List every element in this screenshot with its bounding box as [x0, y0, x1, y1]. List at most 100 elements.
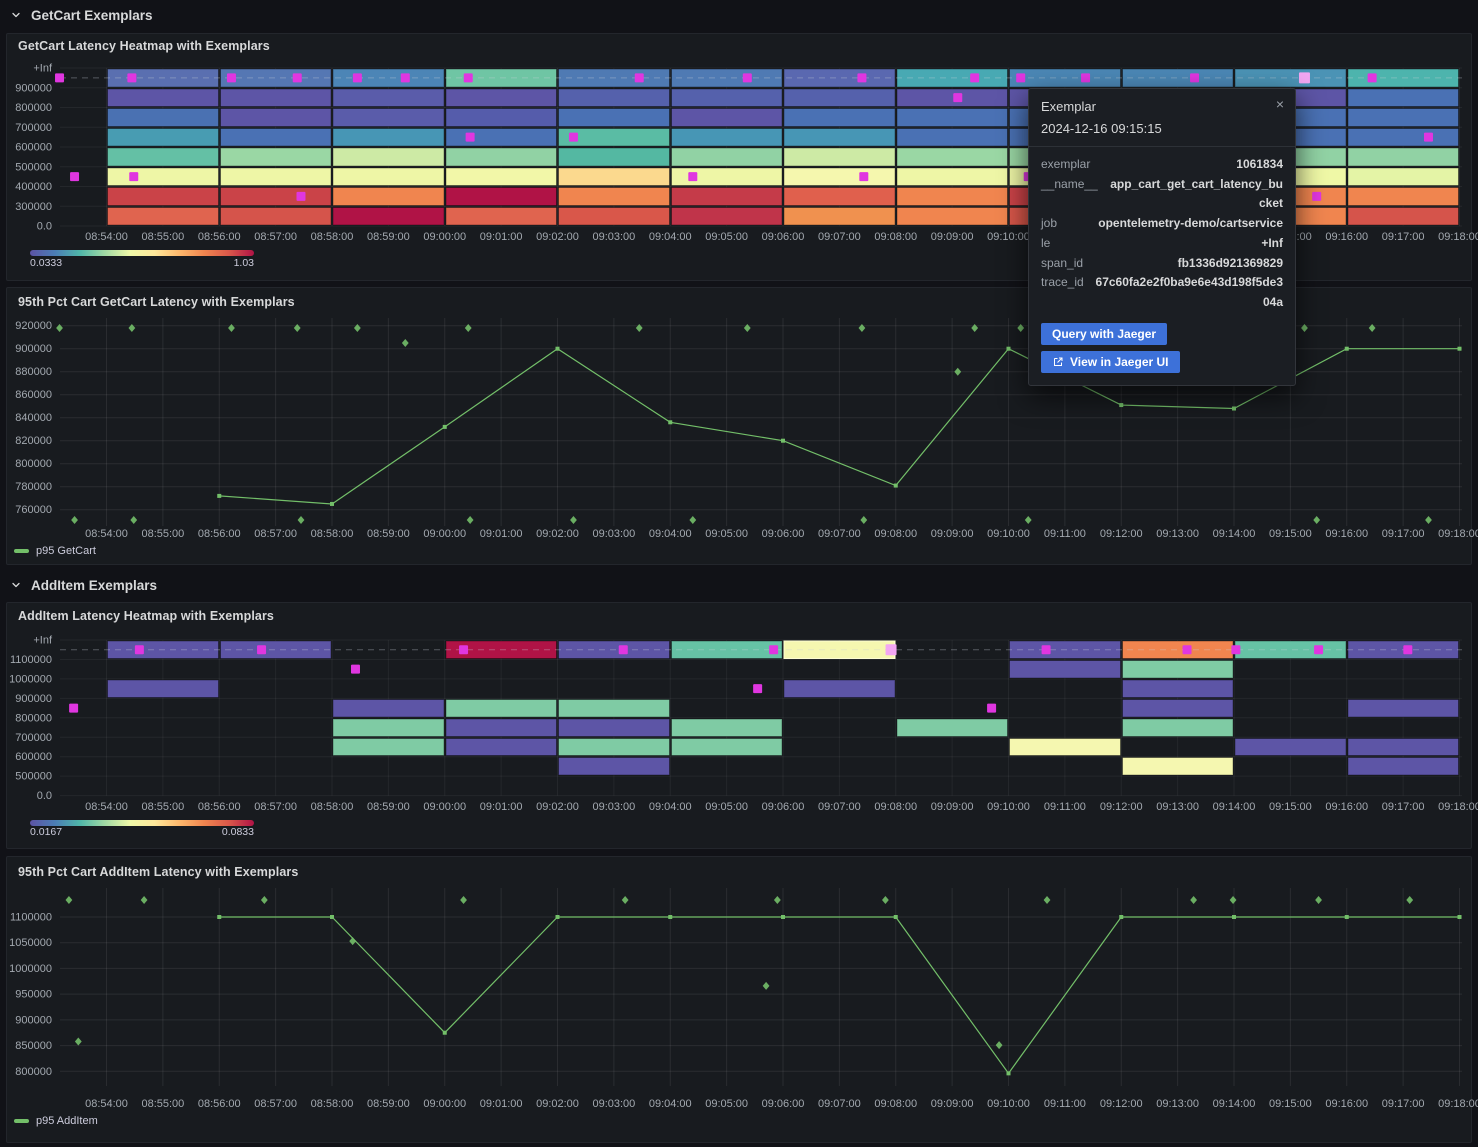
heatmap-cell[interactable] — [445, 68, 557, 88]
data-point[interactable] — [1006, 1071, 1011, 1076]
exemplar-diamond[interactable] — [464, 324, 472, 332]
exemplar-diamond[interactable] — [297, 516, 305, 525]
exemplar-diamond[interactable] — [570, 516, 577, 525]
exemplar-diamond[interactable] — [401, 338, 409, 347]
data-point[interactable] — [217, 915, 222, 919]
section-header-additem[interactable]: AddItem Exemplars — [10, 575, 157, 595]
exemplar-marker[interactable] — [753, 684, 763, 694]
heatmap-cell[interactable] — [219, 167, 332, 186]
exemplar-marker[interactable] — [400, 73, 410, 83]
panel-title-line-getcart[interactable]: 95th Pct Cart GetCart Latency with Exemp… — [18, 295, 295, 309]
exemplar-diamond[interactable] — [1190, 896, 1197, 905]
exemplar-marker[interactable] — [257, 645, 267, 655]
heatmap-cell[interactable] — [219, 127, 332, 147]
heatmap-cell[interactable] — [896, 718, 1008, 737]
heatmap-cell[interactable] — [107, 679, 219, 698]
heatmap-cell[interactable] — [558, 757, 670, 776]
heatmap-cell[interactable] — [783, 147, 896, 167]
exemplar-diamond[interactable] — [65, 896, 73, 905]
heatmap-cell[interactable] — [445, 698, 557, 718]
heatmap-cell[interactable] — [558, 640, 670, 659]
heatmap-cell[interactable] — [670, 68, 783, 88]
exemplar-diamond[interactable] — [689, 516, 697, 525]
heatmap-cell[interactable] — [332, 698, 445, 718]
heatmap-cell[interactable] — [445, 206, 557, 226]
heatmap-cell[interactable] — [783, 679, 896, 698]
data-point[interactable] — [1006, 346, 1011, 351]
heatmap-cell[interactable] — [107, 640, 219, 659]
data-point[interactable] — [1119, 915, 1124, 919]
heatmap-cell[interactable] — [332, 127, 445, 147]
heatmap-cell[interactable] — [670, 108, 783, 127]
heatmap-cell[interactable] — [1234, 737, 1347, 757]
heatmap-cell[interactable] — [1121, 757, 1234, 776]
heatmap-cell[interactable] — [445, 640, 557, 659]
exemplar-diamond[interactable] — [995, 1041, 1003, 1050]
data-point[interactable] — [668, 915, 673, 919]
heatmap-cell[interactable] — [896, 187, 1008, 206]
heatmap-cell[interactable] — [107, 206, 219, 226]
heatmap-cell[interactable] — [107, 167, 219, 186]
heatmap-cell[interactable] — [783, 187, 896, 206]
heatmap-cell[interactable] — [783, 68, 896, 88]
heatmap-cell[interactable] — [896, 88, 1008, 107]
data-point[interactable] — [893, 483, 898, 488]
exemplar-marker[interactable] — [953, 93, 963, 103]
exemplar-diamond[interactable] — [293, 324, 301, 332]
heatmap-cell[interactable] — [107, 127, 219, 147]
heatmap-cell[interactable] — [1347, 127, 1459, 147]
heatmap-cell[interactable] — [219, 88, 332, 107]
exemplar-marker[interactable] — [1016, 73, 1026, 83]
exemplar-diamond[interactable] — [635, 324, 643, 332]
heatmap-cell[interactable] — [558, 718, 670, 737]
exemplar-marker[interactable] — [1403, 645, 1413, 655]
heatmap-cell[interactable] — [1009, 737, 1121, 757]
heatmap-cell[interactable] — [1347, 206, 1459, 226]
heatmap-cell[interactable] — [896, 147, 1008, 167]
data-point[interactable] — [893, 915, 898, 919]
data-point[interactable] — [1457, 915, 1462, 919]
exemplar-diamond[interactable] — [1313, 516, 1321, 525]
heatmap-cell[interactable] — [445, 147, 557, 167]
heatmap-cell[interactable] — [445, 127, 557, 147]
heatmap-cell[interactable] — [1347, 757, 1459, 776]
exemplar-diamond[interactable] — [466, 516, 474, 525]
heatmap-cell[interactable] — [445, 718, 557, 737]
heatmap-cell[interactable] — [558, 187, 670, 206]
heatmap-cell[interactable] — [219, 640, 332, 659]
heatmap-cell[interactable] — [783, 88, 896, 107]
exemplar-diamond[interactable] — [1229, 896, 1237, 905]
data-point[interactable] — [781, 438, 785, 443]
heatmap-cell[interactable] — [1121, 68, 1234, 88]
heatmap-cell[interactable] — [558, 698, 670, 718]
heatmap-cell[interactable] — [558, 88, 670, 107]
heatmap-cell[interactable] — [558, 147, 670, 167]
heatmap-cell[interactable] — [1347, 640, 1459, 659]
heatmap-cell[interactable] — [783, 167, 896, 186]
heatmap-cell[interactable] — [1009, 659, 1121, 679]
heatmap-cell[interactable] — [783, 127, 896, 147]
heatmap-cell[interactable] — [219, 187, 332, 206]
heatmap-cell[interactable] — [107, 147, 219, 167]
exemplar-diamond[interactable] — [858, 324, 866, 332]
heatmap-cell[interactable] — [1234, 68, 1347, 88]
data-point[interactable] — [1344, 915, 1349, 919]
exemplar-marker[interactable] — [688, 172, 698, 182]
exemplar-diamond[interactable] — [1017, 324, 1025, 332]
heatmap-cell[interactable] — [896, 108, 1008, 127]
exemplar-marker[interactable] — [987, 703, 997, 713]
heatmap-cell[interactable] — [1121, 659, 1234, 679]
data-point[interactable] — [555, 346, 560, 351]
exemplar-marker[interactable] — [134, 645, 144, 655]
heatmap-cell[interactable] — [896, 167, 1008, 186]
exemplar-marker[interactable] — [568, 132, 578, 142]
exemplar-diamond[interactable] — [56, 324, 63, 332]
exemplar-diamond[interactable] — [1315, 896, 1322, 905]
heatmap-cell[interactable] — [670, 737, 783, 757]
linechart-line_additem[interactable]: 800000 850000 900000 950000 1000000 1050000 11… — [9, 888, 1478, 1110]
data-point[interactable] — [442, 424, 447, 429]
exemplar-marker[interactable] — [769, 645, 779, 655]
legend-p95-additem[interactable]: p95 AddItem — [14, 1115, 98, 1127]
heatmap-cell[interactable] — [107, 88, 219, 107]
heatmap-cell[interactable] — [1347, 147, 1459, 167]
